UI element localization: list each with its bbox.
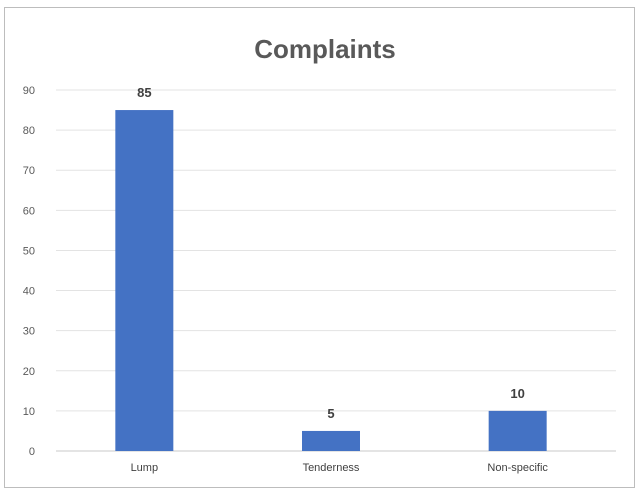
y-tick-label: 40 bbox=[23, 286, 35, 298]
y-tick-label: 10 bbox=[23, 406, 35, 418]
chart-title: Complaints bbox=[254, 34, 396, 64]
x-category-label: Non-specific bbox=[487, 462, 548, 474]
y-tick-label: 50 bbox=[23, 245, 35, 257]
y-tick-label: 80 bbox=[23, 125, 35, 137]
x-axis-categories: Lump Tenderness Non-specific bbox=[131, 462, 549, 474]
bar-lump bbox=[115, 110, 174, 452]
x-category-label: Tenderness bbox=[303, 462, 360, 474]
y-axis-ticks: 0 10 20 30 40 50 60 70 80 90 bbox=[23, 85, 35, 458]
bar-tenderness bbox=[302, 430, 360, 451]
y-tick-label: 90 bbox=[23, 85, 35, 97]
data-label: 10 bbox=[510, 386, 524, 401]
chart-frame bbox=[4, 7, 635, 488]
y-tick-label: 30 bbox=[23, 326, 35, 338]
x-category-label: Lump bbox=[131, 462, 159, 474]
data-label: 85 bbox=[137, 85, 151, 100]
data-label: 5 bbox=[327, 406, 334, 421]
y-tick-label: 70 bbox=[23, 165, 35, 177]
y-tick-label: 0 bbox=[29, 446, 35, 458]
bars bbox=[115, 110, 547, 452]
data-labels: 85 5 10 bbox=[137, 85, 525, 421]
y-tick-label: 20 bbox=[23, 366, 35, 378]
bar-non-specific bbox=[488, 410, 547, 451]
y-tick-label: 60 bbox=[23, 205, 35, 217]
